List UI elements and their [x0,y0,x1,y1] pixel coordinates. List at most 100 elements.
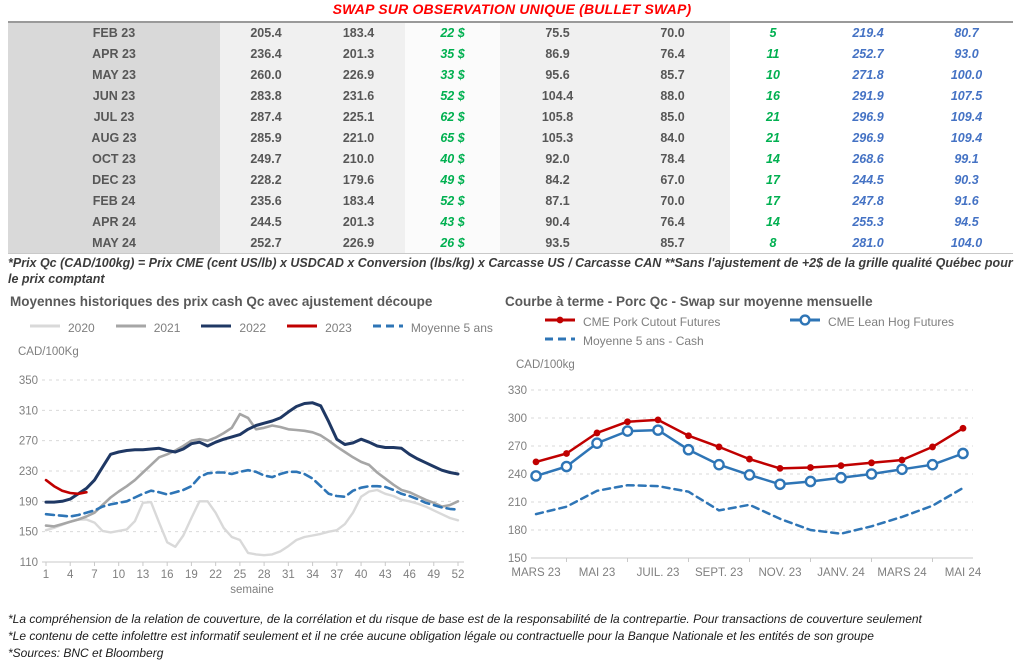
table-cell: 90.3 [954,172,979,187]
disclaimer-line: *La compréhension de la relation de couv… [8,612,922,626]
svg-text:180: 180 [508,525,527,537]
svg-text:37: 37 [330,569,343,581]
table-cell: 52 $ [405,85,500,107]
svg-text:270: 270 [508,441,527,453]
month-cell: FEB 23 [8,23,220,44]
svg-text:22: 22 [209,569,222,581]
table-cell: 90.4 [500,211,615,233]
month-cell: FEB 24 [8,190,220,212]
table-cell: 183.4 [312,190,405,212]
table-row: APR 24 244.5 201.3 43 $90.4 76.4 14 255.3 94.5 [8,211,1013,233]
month-cell: DEC 23 [8,169,220,191]
svg-text:46: 46 [403,569,416,581]
svg-text:10: 10 [112,569,125,581]
historical-chart-title: Moyennes historiques des prix cash Qc av… [10,294,433,309]
table-cell: 226.9 [312,64,405,86]
table-cell: 236.4 [220,43,312,65]
table-cell: 228.2 [220,169,312,191]
table-cell: 14 [766,214,780,229]
table-cell: 226.9 [312,232,405,253]
legend-item-2023: 2023 [285,320,352,335]
table-row: DEC 23 228.2 179.6 49 $84.2 67.0 17 244.5 90.3 [8,169,1013,191]
svg-text:31: 31 [282,569,295,581]
table-cell: 107.5 [950,89,983,104]
table-cell: 10 [766,68,780,83]
table-row: AUG 23 285.9 221.0 65 $105.3 84.0 21 296.9 109.… [8,127,1013,149]
table-cell: 179.6 [312,169,405,191]
svg-text:190: 190 [19,496,38,508]
svg-text:270: 270 [19,436,38,448]
svg-text:240: 240 [508,469,527,481]
table-cell: 271.8 [852,68,884,83]
table-cell: 21 [766,110,780,125]
table-cell: 210.0 [312,148,405,170]
legend-label: 2021 [153,320,181,335]
svg-text:25: 25 [233,569,246,581]
table-cell: 252.7 [220,232,312,253]
table-cell: 296.9 [852,110,884,125]
month-cell: MAY 24 [8,232,220,253]
table-cell: 92.0 [500,148,615,170]
table-cell: 93.0 [954,47,979,62]
table-cell: 205.4 [220,23,312,44]
table-cell: 104.0 [950,235,983,250]
svg-text:16: 16 [161,569,174,581]
svg-text:210: 210 [508,497,527,509]
legend-label: Moyenne 5 ans - Cash [583,333,704,348]
table-cell: 219.4 [852,26,884,41]
historical-chart-legend: 2020 2021 2022 2023 Moyenne 5 ans [28,320,493,335]
svg-text:350: 350 [19,375,38,387]
table-cell: 91.6 [954,193,979,208]
table-cell: 283.8 [220,85,312,107]
table-cell: 84.2 [500,169,615,191]
legend-label: CME Pork Cutout Futures [583,314,721,329]
svg-text:MAI 24: MAI 24 [945,567,982,579]
table-row: OCT 23 249.7 210.0 40 $92.0 78.4 14 268.6 99.1 [8,148,1013,170]
svg-text:7: 7 [91,569,97,581]
sources-line: *Sources: BNC et Bloomberg [8,645,164,660]
table-cell: 85.7 [615,232,730,253]
table-cell: 22 $ [405,23,500,44]
table-cell: 80.7 [954,26,979,41]
footer-disclaimers: *La compréhension de la relation de couv… [8,611,1018,661]
table-row: JUL 23 287.4 225.1 62 $105.8 85.0 21 296.9 109.… [8,106,1013,128]
table-cell: 70.0 [615,190,730,212]
legend-label: 2023 [325,320,352,335]
svg-text:49: 49 [427,569,440,581]
legend-item-2022: 2022 [199,320,266,335]
table-cell: 249.7 [220,148,312,170]
historical-prices-chart: 110 150 190 230 270 310 350 1 4 7 10 13 16 19 22 25 28 31… [19,375,465,596]
table-cell: 86.9 [500,43,615,65]
svg-text:19: 19 [185,569,198,581]
svg-text:MARS 23: MARS 23 [511,567,560,579]
svg-text:NOV. 23: NOV. 23 [758,567,801,579]
table-cell: 26 $ [405,232,500,253]
legend-label: Moyenne 5 ans [410,320,493,335]
disclaimer-line: *Le contenu de cette infolettre est info… [8,628,874,643]
table-cell: 16 [766,89,780,104]
legend-item-2020: 2020 [28,320,95,335]
table-cell: 95.6 [500,64,615,86]
month-cell: OCT 23 [8,148,220,170]
legend-item-2021: 2021 [114,320,181,335]
table-cell: 76.4 [615,43,730,65]
table-cell: 291.9 [852,89,884,104]
table-cell: 201.3 [312,211,405,233]
table-cell: 235.6 [220,190,312,212]
table-cell: 287.4 [220,106,312,128]
table-cell: 84.0 [615,127,730,149]
table-cell: 93.5 [500,232,615,253]
dashed-line-swatch [371,320,405,335]
table-cell: 21 [766,130,780,145]
table-cell: 85.0 [615,106,730,128]
svg-text:150: 150 [19,527,38,539]
month-cell: JUL 23 [8,106,220,128]
legend-item-moyenne-5-ans: Moyenne 5 ans [371,320,493,335]
forward-curve-chart-title: Courbe à terme - Porc Qc - Swap sur moye… [505,294,873,309]
left-chart-y-unit: CAD/100Kg [18,346,79,358]
table-cell: 296.9 [852,130,884,145]
svg-text:JANV. 24: JANV. 24 [817,567,865,579]
table-cell: 260.0 [220,64,312,86]
table-cell: 17 [766,172,780,187]
svg-text:MAI 23: MAI 23 [579,567,615,579]
